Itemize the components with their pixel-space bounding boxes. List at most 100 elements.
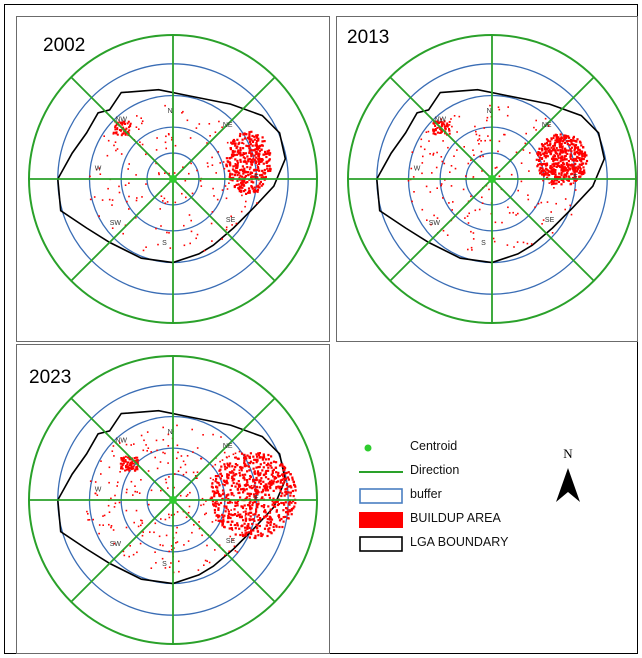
buildup-speck: [522, 149, 525, 151]
buildup-cluster: [248, 189, 251, 192]
buildup-cluster: [238, 485, 241, 488]
buildup-cluster: [265, 155, 268, 159]
buildup-cluster: [543, 151, 546, 154]
buildup-cluster: [248, 144, 251, 148]
buildup-cluster: [559, 150, 562, 153]
buildup-speck: [226, 188, 229, 190]
buildup-speck: [198, 521, 200, 523]
buildup-cluster: [561, 158, 564, 161]
buildup-speck: [177, 451, 179, 454]
buildup-cluster: [266, 534, 269, 538]
buildup-patch: [120, 457, 123, 459]
buildup-speck: [141, 122, 143, 125]
buildup-speck: [86, 510, 88, 513]
buildup-cluster: [553, 158, 556, 161]
buildup-cluster: [260, 491, 263, 494]
buildup-cluster: [252, 467, 255, 470]
buildup-patch: [123, 130, 126, 133]
buildup-speck: [122, 550, 125, 553]
buildup-speck: [188, 214, 191, 216]
buildup-cluster: [233, 140, 236, 143]
buildup-speck: [425, 131, 428, 133]
buildup-speck: [207, 165, 209, 168]
buildup-speck: [186, 455, 189, 457]
buildup-cluster: [282, 502, 285, 505]
buildup-speck: [171, 136, 173, 139]
buildup-cluster: [561, 137, 564, 140]
buildup-cluster: [283, 494, 286, 497]
buildup-cluster: [281, 492, 284, 495]
buildup-speck: [138, 492, 141, 494]
buildup-cluster: [254, 496, 257, 499]
buildup-cluster: [281, 465, 284, 468]
buildup-cluster: [245, 534, 248, 537]
buildup-cluster: [252, 149, 255, 152]
buildup-speck: [520, 162, 523, 164]
buildup-speck: [454, 167, 457, 170]
buildup-cluster: [562, 163, 565, 166]
buildup-speck: [234, 163, 237, 165]
buildup-cluster: [244, 181, 247, 184]
buildup-patch: [444, 127, 447, 130]
buildup-speck: [541, 223, 543, 225]
buildup-cluster: [225, 496, 228, 499]
buildup-cluster: [560, 183, 563, 186]
buildup-speck: [230, 509, 232, 511]
buildup-speck: [118, 501, 121, 504]
buildup-cluster: [277, 471, 280, 474]
buildup-cluster: [280, 494, 283, 498]
buildup-cluster: [581, 154, 584, 158]
buildup-cluster: [584, 153, 587, 156]
buildup-cluster: [286, 507, 289, 510]
buildup-cluster: [582, 152, 585, 155]
legend-item-buffer: buffer: [355, 486, 585, 506]
direction-line: [70, 76, 174, 180]
buildup-cluster: [272, 480, 275, 483]
buildup-cluster: [554, 162, 558, 165]
buildup-cluster: [267, 528, 270, 531]
buildup-speck: [480, 150, 483, 153]
buildup-cluster: [551, 169, 554, 172]
buildup-speck: [113, 144, 115, 147]
buildup-cluster: [291, 478, 294, 481]
buildup-cluster: [249, 500, 252, 503]
buildup-cluster: [225, 466, 228, 469]
buildup-speck: [196, 233, 199, 236]
buildup-speck: [467, 222, 470, 224]
buildup-cluster: [239, 513, 242, 516]
buildup-cluster: [573, 179, 576, 182]
sector-label-nw: NW: [115, 437, 127, 444]
buildup-speck: [128, 208, 130, 210]
buildup-speck: [154, 522, 157, 525]
buildup-speck: [241, 531, 243, 534]
buildup-cluster: [253, 470, 256, 473]
buildup-speck: [142, 449, 145, 452]
buildup-cluster: [543, 146, 546, 149]
buildup-cluster: [240, 515, 243, 518]
buildup-speck: [208, 561, 211, 564]
buildup-speck: [211, 156, 213, 159]
buildup-cluster: [239, 174, 242, 177]
buildup-speck: [171, 548, 173, 551]
buildup-cluster: [577, 165, 580, 168]
buildup-speck: [496, 166, 498, 169]
buildup-cluster: [287, 478, 290, 481]
buildup-speck: [156, 449, 158, 452]
buildup-cluster: [549, 143, 552, 146]
buildup-cluster: [256, 524, 259, 527]
buildup-cluster: [247, 531, 250, 534]
buildup-patch: [115, 131, 118, 134]
buildup-speck: [162, 200, 164, 202]
buildup-cluster: [234, 485, 237, 488]
buildup-patch: [445, 125, 447, 128]
buildup-speck: [176, 541, 179, 543]
buildup-cluster: [213, 493, 216, 496]
buildup-speck: [107, 504, 110, 507]
buildup-cluster: [242, 190, 246, 193]
buildup-cluster: [249, 166, 252, 169]
buildup-cluster: [246, 483, 249, 487]
buildup-cluster: [559, 152, 562, 155]
buildup-speck: [205, 500, 207, 502]
buildup-speck: [164, 141, 167, 144]
buildup-patch: [129, 125, 132, 128]
